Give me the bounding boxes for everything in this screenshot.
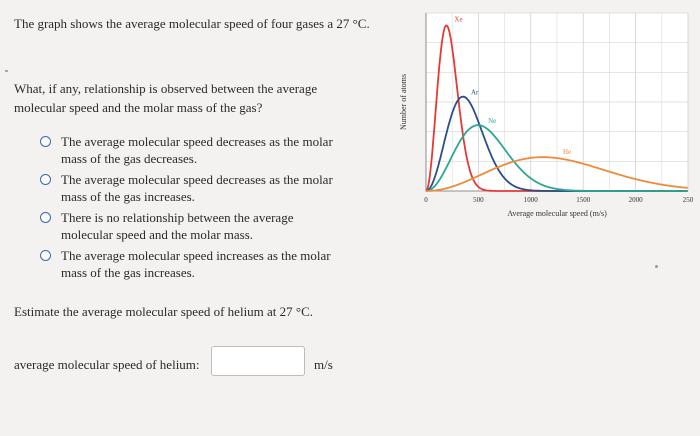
radio-button-icon[interactable] xyxy=(40,136,51,147)
series-label-ne: Ne xyxy=(488,117,496,125)
speed-distribution-chart: Xe Ar Ne He 0 500 1000 1500 2000 250 Number of a… xyxy=(390,5,695,235)
x-tick-label: 0 xyxy=(424,196,428,204)
x-axis-label: Average molecular speed (m/s) xyxy=(507,209,607,218)
x-tick-label: 1500 xyxy=(576,196,591,204)
option-label: The average molecular speed decreases as… xyxy=(61,134,333,166)
radio-button-icon[interactable] xyxy=(40,212,51,223)
series-curves xyxy=(425,24,688,192)
x-tick-label: 2000 xyxy=(629,196,644,204)
option-4[interactable]: The average molecular speed increases as… xyxy=(40,247,340,281)
x-tick-label: 500 xyxy=(473,196,484,204)
option-3[interactable]: There is no relationship between the ave… xyxy=(40,209,340,243)
estimate-prompt: Estimate the average molecular speed of … xyxy=(14,304,314,319)
option-1[interactable]: The average molecular speed decreases as… xyxy=(40,133,340,167)
radio-button-icon[interactable] xyxy=(40,250,51,261)
question-intro: The graph shows the average molecular sp… xyxy=(14,16,370,31)
x-tick-labels: 0 500 1000 1500 2000 250 xyxy=(424,196,694,204)
option-label: The average molecular speed decreases as… xyxy=(61,172,333,204)
x-tick-label: 1000 xyxy=(524,196,539,204)
option-label: The average molecular speed increases as… xyxy=(61,248,331,280)
curve-ne xyxy=(426,124,688,192)
series-label-ar: Ar xyxy=(471,89,479,97)
helium-speed-input[interactable] xyxy=(211,346,305,376)
chart-svg: Xe Ar Ne He 0 500 1000 1500 2000 250 Number of a… xyxy=(399,12,694,218)
y-axis-label: Number of atoms xyxy=(399,74,408,130)
x-tick-label: 250 xyxy=(683,196,694,204)
question-prompt: What, if any, relationship is observed b… xyxy=(14,81,318,115)
artifact-dot xyxy=(655,265,658,268)
artifact-mark xyxy=(5,70,8,72)
series-label-he: He xyxy=(563,148,571,156)
answer-label: average molecular speed of helium: xyxy=(14,357,200,372)
option-2[interactable]: The average molecular speed decreases as… xyxy=(40,171,340,205)
series-label-xe: Xe xyxy=(454,15,462,23)
answer-options: The average molecular speed decreases as… xyxy=(40,133,340,285)
curve-he xyxy=(426,156,688,192)
series-labels: Xe Ar Ne He xyxy=(454,15,571,156)
answer-unit: m/s xyxy=(314,357,333,372)
radio-button-icon[interactable] xyxy=(40,174,51,185)
option-label: There is no relationship between the ave… xyxy=(61,210,294,242)
